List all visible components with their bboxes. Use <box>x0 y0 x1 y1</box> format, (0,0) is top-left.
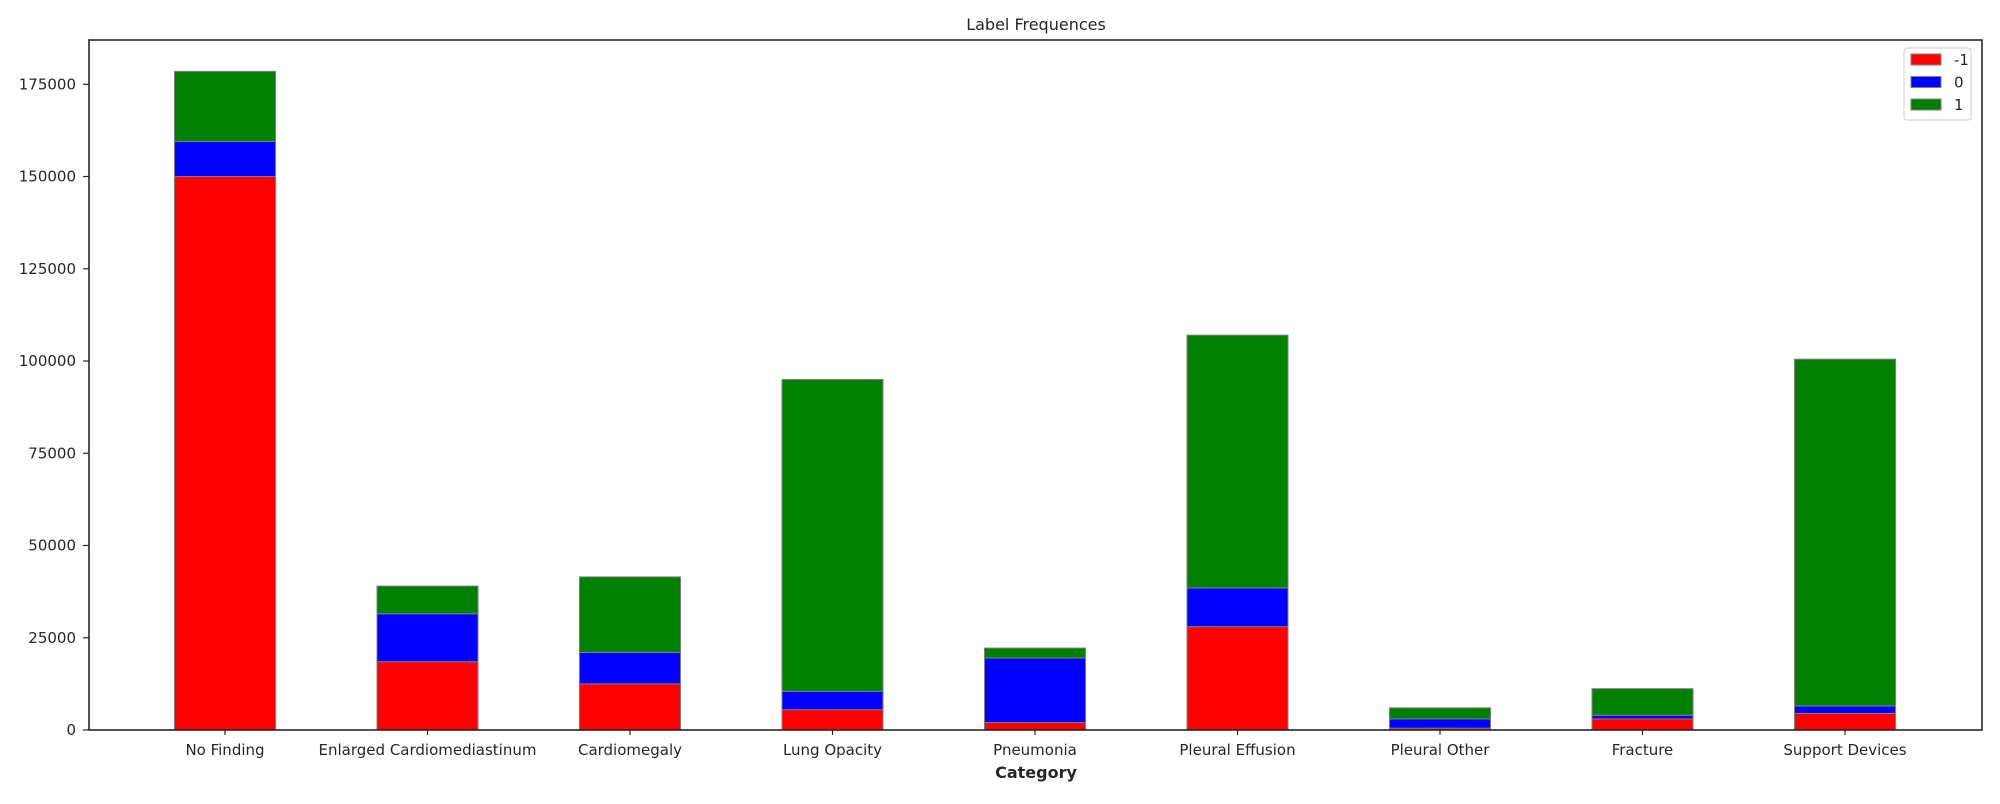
bar-series-2-category-1 <box>376 585 479 615</box>
bar-series-2-category-2 <box>579 576 681 654</box>
legend-label-2: 1 <box>1954 96 1964 114</box>
x-tick-label-3: Lung Opacity <box>783 741 882 759</box>
legend-label-1: 0 <box>1954 74 1964 92</box>
bar-series-0-category-5 <box>1186 626 1289 731</box>
y-tick-label-1: 25000 <box>28 629 76 647</box>
x-tick-label-5: Pleural Effusion <box>1179 741 1295 759</box>
x-tick-label-4: Pneumonia <box>993 741 1077 759</box>
y-tick-label-2: 50000 <box>28 537 76 555</box>
bar-series-0-category-4 <box>984 722 1086 731</box>
x-tick-label-7: Fracture <box>1612 741 1674 759</box>
legend: -1 0 1 <box>1903 47 1972 121</box>
plot-frame <box>88 39 1983 731</box>
legend-swatch-0 <box>1910 53 1942 66</box>
x-axis: No Finding Enlarged Cardiomediastinum Card… <box>185 730 1907 759</box>
bars-layer <box>174 70 1896 731</box>
bar-series-0-category-0 <box>174 176 276 731</box>
bar-series-1-category-3 <box>781 690 884 711</box>
y-tick-label-4: 100000 <box>19 352 76 370</box>
bar-series-1-category-7 <box>1591 714 1694 720</box>
bar-series-2-category-8 <box>1794 358 1896 707</box>
chart-title: Label Frequences <box>966 15 1106 34</box>
bar-series-2-category-4 <box>984 647 1086 659</box>
y-tick-label-5: 125000 <box>19 260 76 278</box>
y-tick-label-3: 75000 <box>28 444 76 462</box>
x-tick-label-2: Cardiomegaly <box>578 741 682 759</box>
bar-series-2-category-0 <box>174 70 276 142</box>
bar-series-2-category-3 <box>781 378 884 692</box>
bar-series-1-category-8 <box>1794 705 1896 714</box>
legend-swatch-2 <box>1910 98 1942 111</box>
legend-swatch-1 <box>1910 76 1942 88</box>
bar-series-1-category-2 <box>579 652 681 685</box>
bar-series-1-category-1 <box>376 613 479 663</box>
y-tick-label-7: 175000 <box>19 75 76 93</box>
bar-series-0-category-2 <box>579 683 681 731</box>
bar-series-0-category-7 <box>1591 718 1694 731</box>
legend-label-0: -1 <box>1954 51 1969 69</box>
bar-series-1-category-0 <box>174 140 276 178</box>
y-tick-label-6: 150000 <box>19 168 76 186</box>
bar-series-0-category-1 <box>376 661 479 731</box>
bar-series-2-category-7 <box>1591 688 1694 716</box>
x-tick-label-1: Enlarged Cardiomediastinum <box>319 741 537 759</box>
bar-series-1-category-4 <box>984 657 1086 724</box>
bar-series-1-category-6 <box>1389 718 1491 729</box>
bar-series-2-category-5 <box>1186 334 1289 589</box>
x-tick-label-0: No Finding <box>185 741 264 759</box>
bar-series-0-category-3 <box>781 709 884 731</box>
x-tick-label-6: Pleural Other <box>1391 741 1491 759</box>
y-axis: 0 25000 50000 75000 100000 125000 150000 175000 <box>19 75 89 739</box>
y-tick-label-0: 0 <box>66 721 76 739</box>
bar-series-2-category-6 <box>1389 707 1491 720</box>
x-axis-label: Category <box>995 763 1077 782</box>
x-tick-label-8: Support Devices <box>1783 741 1906 759</box>
bar-series-0-category-8 <box>1794 712 1896 731</box>
bar-series-1-category-5 <box>1186 587 1289 628</box>
